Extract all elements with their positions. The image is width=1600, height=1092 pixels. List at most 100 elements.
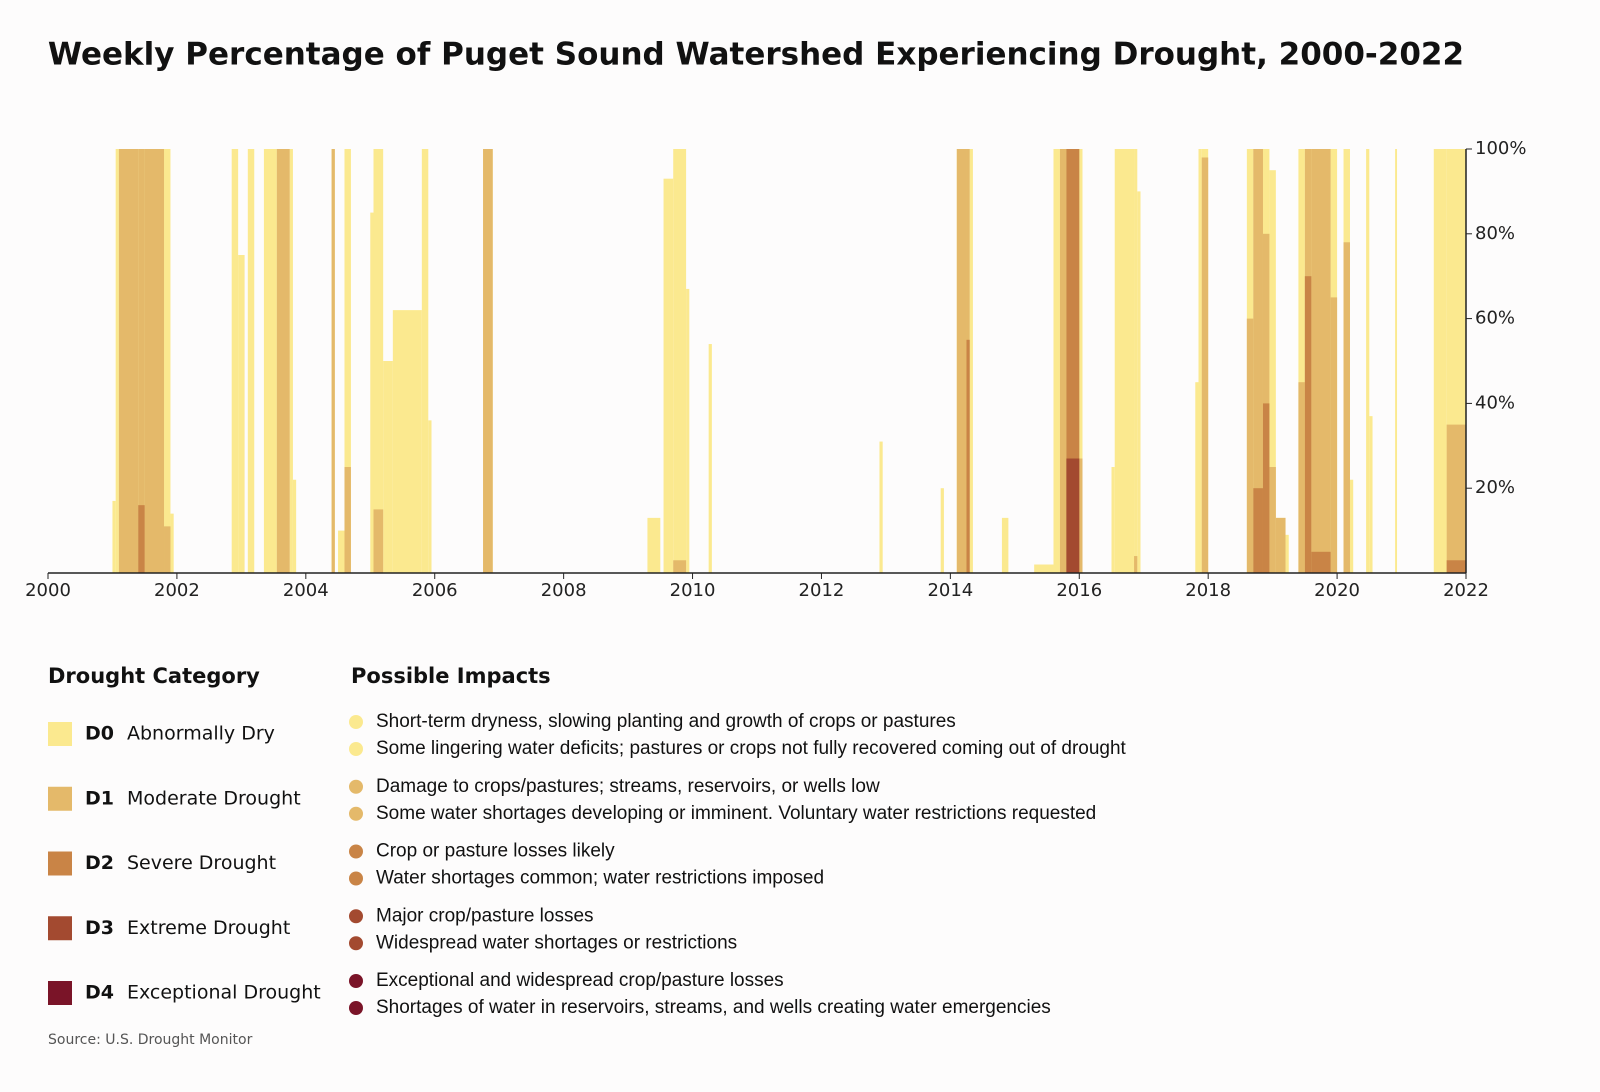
bar [1446, 424, 1466, 573]
legend-label: Exceptional Drought [127, 982, 321, 1004]
bar [1201, 157, 1209, 574]
chart-title: Weekly Percentage of Puget Sound Watersh… [48, 37, 1464, 73]
bar [1059, 149, 1067, 573]
impact-text: Major crop/pasture losses [376, 905, 594, 926]
bar [1195, 382, 1199, 573]
bar [370, 212, 374, 573]
x-tick-label: 2000 [25, 580, 71, 601]
bar [483, 149, 493, 573]
legend-label: Abnormally Dry [127, 723, 275, 745]
bar [1275, 517, 1286, 573]
x-tick-label: 2002 [154, 580, 200, 601]
x-tick-label: 2016 [1056, 580, 1102, 601]
bar [238, 255, 245, 573]
impact-dot [349, 779, 363, 794]
y-tick-label: 100% [1475, 138, 1526, 159]
bar [708, 344, 712, 573]
legend-label: Extreme Drought [127, 917, 290, 939]
bar [392, 310, 422, 573]
bar [1034, 564, 1054, 573]
legend-code: D0 [85, 723, 114, 745]
bar [1304, 276, 1312, 573]
bar [1001, 517, 1009, 573]
bar [373, 509, 384, 573]
bar [1269, 170, 1276, 573]
bar [231, 149, 239, 573]
bar [164, 149, 171, 573]
bar [276, 149, 290, 573]
impact-text: Widespread water shortages or restrictio… [376, 932, 737, 953]
bar [966, 339, 970, 573]
bar [1111, 467, 1115, 573]
bar [344, 467, 351, 573]
bar [1114, 149, 1135, 573]
bar [1285, 534, 1289, 573]
bar [1395, 149, 1398, 573]
x-tick-label: 2008 [541, 580, 587, 601]
impact-text: Some water shortages developing or immin… [376, 803, 1096, 824]
bar [338, 530, 345, 573]
impact-text: Damage to crops/pastures; streams, reser… [376, 776, 880, 797]
bar [1433, 149, 1447, 573]
bar [879, 441, 883, 573]
bar [112, 500, 116, 573]
bar [663, 178, 674, 573]
x-tick-label: 2022 [1443, 580, 1489, 601]
bar [115, 149, 119, 573]
legend-code: D4 [85, 982, 114, 1004]
bar [673, 149, 687, 573]
bar [1253, 149, 1263, 573]
bar [164, 526, 171, 573]
bar [373, 149, 384, 573]
y-tick-label: 20% [1475, 477, 1515, 498]
legend-code: D1 [85, 787, 114, 809]
bar [956, 149, 967, 573]
impact-dot [349, 806, 363, 821]
bar [1349, 479, 1354, 573]
x-tick-label: 2010 [670, 580, 716, 601]
impact-dot [349, 844, 363, 859]
impact-dot [349, 742, 363, 756]
bar [1366, 149, 1370, 573]
bar [969, 149, 973, 573]
impact-dot [349, 974, 363, 988]
bar [1311, 551, 1331, 573]
legend-label: Moderate Drought [127, 787, 301, 809]
bar [1262, 403, 1270, 573]
bar [289, 149, 293, 573]
bar [1198, 149, 1202, 573]
legend-swatch [48, 981, 72, 1005]
bar [1298, 382, 1305, 573]
bar [138, 505, 145, 573]
bar [421, 149, 429, 573]
bar [1246, 318, 1254, 573]
legend-swatch [48, 786, 72, 811]
bar [940, 488, 944, 573]
bar [138, 149, 145, 573]
bar [118, 149, 139, 573]
bar [1298, 149, 1305, 573]
bar [1137, 191, 1141, 573]
x-tick-label: 2006 [412, 580, 458, 601]
bar [1369, 416, 1373, 573]
bar [331, 149, 335, 573]
impacts-title: Possible Impacts [351, 664, 551, 688]
bar [1079, 149, 1083, 573]
bar [292, 479, 297, 573]
bar [1053, 149, 1060, 573]
x-tick-label: 2018 [1185, 580, 1231, 601]
bar [383, 361, 393, 573]
bar [247, 149, 255, 573]
x-tick-label: 2020 [1314, 580, 1360, 601]
impact-text: Short-term dryness, slowing planting and… [376, 711, 956, 732]
legend-code: D2 [85, 852, 114, 874]
legend-title: Drought Category [48, 664, 260, 688]
bar [1446, 560, 1466, 573]
impact-text: Shortages of water in reservoirs, stream… [376, 997, 1051, 1018]
bar [647, 517, 661, 573]
legend-swatch [48, 851, 72, 876]
bar [1343, 242, 1350, 573]
impact-text: Some lingering water deficits; pastures … [376, 738, 1127, 759]
bar [1079, 458, 1083, 573]
